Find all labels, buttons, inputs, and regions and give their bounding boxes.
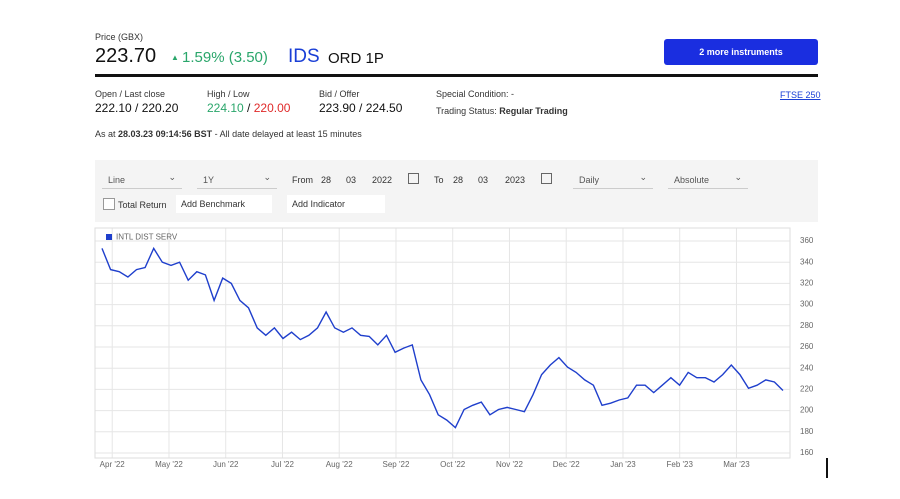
up-arrow: ▲	[171, 53, 179, 62]
plot-border	[94, 227, 791, 459]
chart-type-select[interactable]: Line	[102, 168, 182, 189]
total-return[interactable]: Total Return	[118, 200, 167, 210]
highlow-label: High / Low	[207, 89, 250, 99]
x-tick-label: May '22	[155, 460, 183, 469]
y-tick-label: 300	[800, 300, 814, 309]
trading-status-label: Trading Status:	[436, 106, 497, 116]
legend-swatch	[106, 234, 112, 240]
trading-status-value: Regular Trading	[499, 106, 568, 116]
from-label: From	[292, 175, 313, 185]
legend-label: INTL DIST SERV	[116, 233, 178, 242]
x-tick-label: Feb '23	[666, 460, 693, 469]
price-label: Price (GBX)	[95, 32, 144, 42]
price-line	[101, 246, 784, 429]
as-at: As at	[95, 129, 116, 139]
x-tick-label: Nov '22	[496, 460, 523, 469]
scale-select[interactable]: Absolute	[668, 168, 748, 189]
y-tick-label: 280	[800, 321, 814, 330]
highlow-value: 224.10 / 220.00	[207, 101, 290, 115]
add-benchmark[interactable]: Add Benchmark	[176, 195, 272, 213]
y-tick-label: 320	[800, 279, 814, 288]
from-year[interactable]: 2022	[372, 175, 393, 185]
checkbox[interactable]	[103, 198, 115, 210]
x-tick-label: Sep '22	[383, 460, 410, 469]
bidoffer-value: 223.90 / 224.50	[319, 101, 403, 115]
instrument: ORD 1P	[328, 50, 384, 67]
to-year[interactable]: 2023	[505, 175, 526, 185]
from-day[interactable]: 28	[321, 175, 332, 185]
y-tick-label: 200	[800, 406, 814, 415]
trading-status: Trading Status: Regular Trading	[436, 106, 568, 116]
y-tick-label: 240	[800, 363, 814, 372]
to-month[interactable]: 03	[478, 175, 489, 185]
from-month[interactable]: 03	[346, 175, 357, 185]
timestamp: As at 28.03.23 09:14:56 BST - All date d…	[95, 129, 362, 139]
y-tick-label: 260	[800, 342, 814, 351]
high: 224.10	[207, 101, 244, 115]
y-tick-label: 360	[800, 236, 814, 245]
x-tick-label: Dec '22	[553, 460, 580, 469]
y-tick-label: 160	[800, 448, 814, 457]
bidoffer-label: Bid / Offer	[319, 89, 360, 99]
x-tick-label: Jun '22	[213, 460, 239, 469]
x-tick-label: Mar '23	[723, 460, 750, 469]
price-change: 1.59% (3.50)	[182, 49, 268, 66]
open-label: Open / Last close	[95, 89, 166, 99]
x-tick-label: Jan '23	[610, 460, 636, 469]
price: 223.70	[95, 45, 157, 67]
y-tick-label: 220	[800, 385, 814, 394]
to-label: To	[434, 175, 444, 185]
calendar-icon[interactable]	[408, 173, 419, 184]
period-select[interactable]: 1Y	[197, 168, 277, 189]
time: 28.03.23 09:14:56 BST	[118, 129, 213, 139]
open-value: 222.10 / 220.20	[95, 101, 179, 115]
calendar-icon[interactable]	[541, 173, 552, 184]
x-tick-label: Apr '22	[100, 460, 126, 469]
ticker: IDS	[288, 46, 320, 67]
interval-select[interactable]: Daily	[573, 168, 653, 189]
delay-note: - All date delayed at least 15 minutes	[214, 129, 362, 139]
index-link[interactable]: FTSE 250	[780, 90, 821, 100]
x-tick-label: Aug '22	[326, 460, 353, 469]
to-day[interactable]: 28	[453, 175, 464, 185]
y-tick-label: 340	[800, 257, 814, 266]
separator: /	[243, 101, 254, 115]
add-indicator[interactable]: Add Indicator	[287, 195, 385, 213]
y-tick-label: 180	[800, 427, 814, 436]
x-tick-label: Oct '22	[440, 460, 466, 469]
divider	[95, 74, 818, 77]
special-condition: Special Condition: -	[436, 89, 515, 99]
x-tick-label: Jul '22	[271, 460, 294, 469]
low: 220.00	[253, 101, 291, 115]
instruments-button[interactable]: 2 more instruments	[664, 39, 818, 65]
